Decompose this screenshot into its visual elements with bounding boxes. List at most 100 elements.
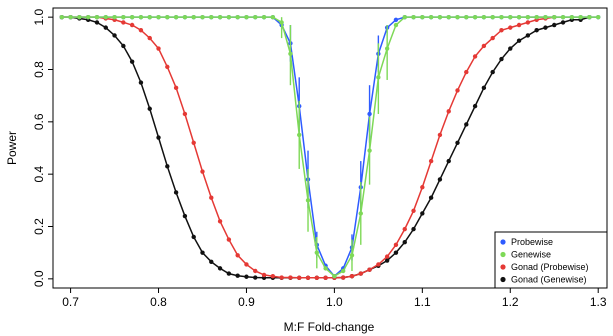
- data-point: [446, 109, 451, 114]
- data-point: [472, 14, 478, 20]
- data-point: [393, 17, 399, 22]
- data-point: [217, 219, 223, 224]
- data-point: [288, 51, 293, 56]
- data-point: [340, 275, 346, 280]
- data-point: [508, 25, 513, 30]
- legend-marker: [500, 239, 506, 245]
- data-point: [446, 158, 451, 164]
- data-point: [481, 85, 487, 91]
- data-point: [129, 22, 135, 28]
- data-point: [200, 14, 205, 20]
- data-point: [156, 14, 161, 20]
- data-point: [472, 103, 478, 109]
- data-point: [68, 14, 73, 20]
- data-point: [94, 20, 100, 25]
- data-point: [261, 14, 267, 20]
- data-point: [156, 135, 161, 140]
- data-point: [217, 266, 223, 271]
- data-point: [393, 242, 399, 248]
- legend: Probewise Genewise Gonad (Probewise) Gonad …: [494, 231, 608, 289]
- data-point: [94, 14, 100, 20]
- data-point: [235, 273, 240, 278]
- data-point: [552, 14, 557, 20]
- data-point: [147, 14, 152, 20]
- data-point: [103, 14, 108, 20]
- data-point: [499, 56, 504, 62]
- data-point: [112, 14, 117, 20]
- data-point: [191, 140, 196, 145]
- data-point: [138, 28, 144, 33]
- data-point: [525, 14, 531, 20]
- data-point: [481, 43, 487, 49]
- data-point: [428, 14, 434, 20]
- data-point: [596, 14, 601, 20]
- data-point: [332, 274, 337, 279]
- legend-label: Genewise: [511, 250, 551, 260]
- x-tick-label: 0.9: [238, 295, 255, 309]
- legend-box: [494, 231, 608, 289]
- data-point: [226, 271, 232, 276]
- data-point: [464, 14, 469, 20]
- x-tick-label: 0.8: [150, 295, 167, 309]
- data-point: [270, 14, 276, 20]
- data-point: [367, 148, 372, 153]
- y-tick-label: 0.2: [32, 218, 46, 235]
- data-point: [552, 22, 557, 28]
- data-point: [578, 14, 583, 20]
- data-point: [420, 185, 425, 190]
- data-point: [446, 14, 451, 20]
- data-point: [402, 240, 407, 245]
- data-point: [77, 14, 82, 20]
- series-genewise: [59, 14, 601, 279]
- data-point: [121, 20, 126, 25]
- data-point: [244, 274, 249, 279]
- data-point: [376, 75, 381, 80]
- data-point: [560, 14, 566, 20]
- data-point: [191, 14, 196, 20]
- data-point: [297, 275, 302, 280]
- legend-label: Gonad (Probewise): [511, 262, 589, 272]
- data-point: [411, 226, 416, 232]
- series-layer: [59, 14, 601, 280]
- data-point: [411, 14, 416, 20]
- data-point: [191, 234, 196, 240]
- x-tick-label: 0.7: [62, 295, 79, 309]
- data-point: [402, 14, 407, 20]
- data-point: [129, 14, 135, 20]
- data-point: [305, 275, 311, 280]
- data-point: [261, 272, 267, 278]
- data-point: [499, 28, 504, 33]
- data-point: [217, 14, 223, 20]
- data-point: [490, 69, 495, 75]
- data-point: [235, 253, 240, 258]
- data-point: [525, 20, 531, 25]
- data-point: [235, 14, 240, 20]
- data-point: [464, 122, 469, 127]
- data-point: [428, 195, 434, 200]
- y-tick-label: 0.6: [32, 113, 46, 130]
- data-point: [543, 25, 548, 30]
- data-point: [437, 177, 443, 182]
- data-point: [358, 271, 363, 276]
- data-point: [147, 106, 152, 111]
- data-point: [85, 14, 91, 20]
- legend-marker: [500, 276, 506, 283]
- data-point: [253, 14, 258, 20]
- data-point: [156, 46, 161, 51]
- data-point: [516, 14, 522, 20]
- x-axis-title: M:F Fold-change: [284, 320, 375, 334]
- data-point: [182, 111, 188, 117]
- data-point: [384, 46, 390, 51]
- data-point: [121, 14, 126, 20]
- data-point: [534, 28, 539, 33]
- data-point: [182, 213, 188, 219]
- data-point: [587, 14, 592, 20]
- data-point: [384, 258, 390, 263]
- data-point: [560, 20, 566, 25]
- data-point: [525, 33, 531, 38]
- series-line: [61, 16, 555, 279]
- data-point: [165, 14, 170, 20]
- data-point: [376, 262, 381, 267]
- y-tick-label: 0.8: [32, 61, 46, 78]
